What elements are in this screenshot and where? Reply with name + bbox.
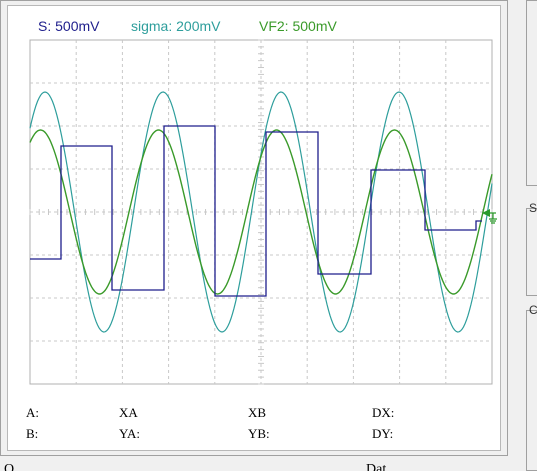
cursor-dy-label: DY: [372, 426, 394, 441]
bottom-right-cut-label: Dat [366, 462, 387, 471]
channel-sigma-label[interactable]: sigma: 200mV [131, 18, 221, 34]
oscilloscope-frame [0, 0, 508, 456]
sigma-waveform [29, 91, 493, 333]
oscilloscope-screen[interactable] [7, 5, 501, 451]
cursor-xa-label: XA [119, 405, 138, 420]
cursor-a-label: A: [26, 405, 39, 420]
cursor-b-label: B: [26, 426, 39, 441]
cursor-ya-label: YA: [119, 426, 140, 441]
side-panel-bottom [526, 310, 537, 471]
cursor-dx-label: DX: [372, 405, 395, 420]
cursor-yb-label: YB: [248, 426, 270, 441]
bottom-left-cut-label: O [4, 462, 15, 471]
side-panel-bottom-glyph: C [529, 303, 537, 317]
channel-s-label[interactable]: S: 500mV [38, 18, 100, 34]
cursor-xb-label: XB [248, 405, 267, 420]
channel-vf2-label[interactable]: VF2: 500mV [259, 18, 337, 34]
side-panel-top [526, 0, 537, 186]
waveform-plot[interactable] [0, 0, 508, 456]
s-step-waveform [30, 125, 482, 297]
side-panel-middle [526, 208, 537, 296]
vf2-waveform [29, 129, 493, 295]
side-panel-middle-glyph: S [529, 201, 537, 215]
graticule-grid [29, 39, 493, 385]
trigger-ground-marker-icon[interactable] [482, 209, 497, 224]
